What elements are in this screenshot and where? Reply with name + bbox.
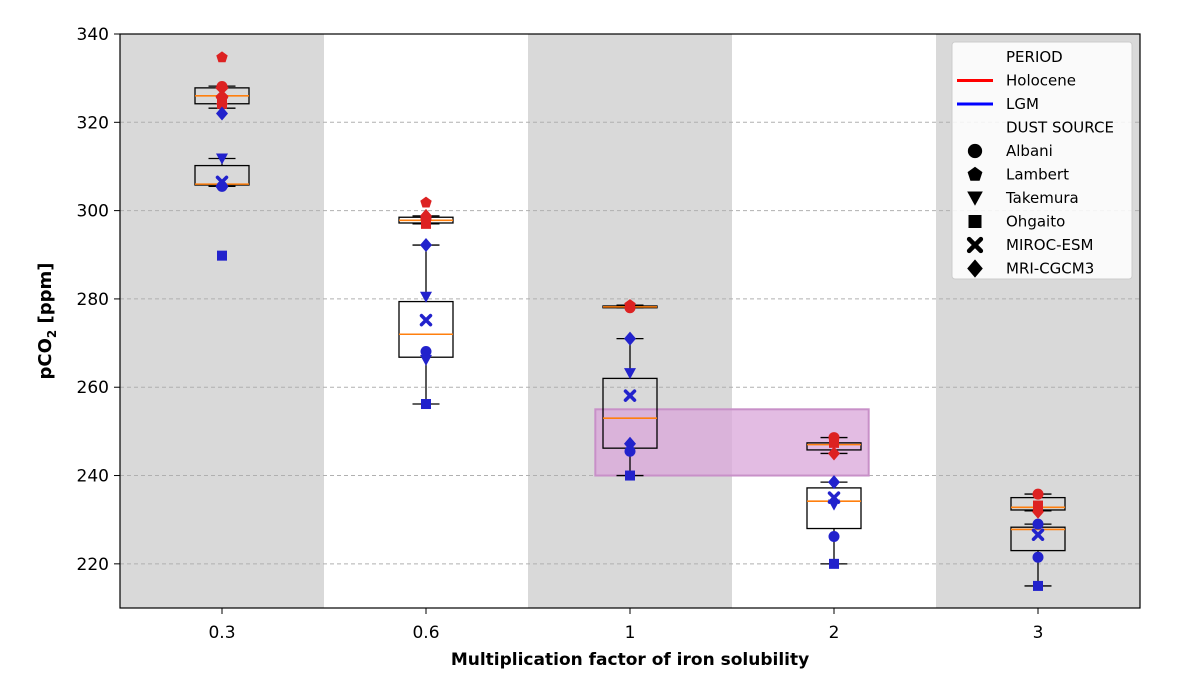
legend-label-lgm: LGM (1006, 95, 1039, 113)
point-lgm-miroc-esm (419, 313, 433, 327)
legend-marker-albani (967, 143, 983, 159)
point-lgm-albani (624, 445, 636, 457)
x-stroke (966, 236, 984, 254)
point-holocene-ohgaito (829, 437, 839, 448)
legend-label-albani: Albani (1006, 142, 1053, 160)
legend-label-holocene: Holocene (1006, 72, 1076, 90)
point-holocene-mri-cgcm3 (1032, 504, 1044, 519)
point-lgm-takemura (420, 291, 432, 303)
legend-box (951, 41, 1133, 280)
box-0.6-lgm (398, 244, 454, 405)
y-tick-label: 300 (77, 202, 109, 222)
point-lgm-ohgaito (421, 399, 431, 410)
y-tick-label: 240 (77, 467, 109, 487)
point-lgm-mri-cgcm3 (828, 475, 840, 490)
box-2-lgm (806, 481, 862, 565)
y-tick-label: 260 (77, 378, 109, 398)
legend-source-title: DUST SOURCE (1006, 119, 1114, 137)
y-tick-label: 280 (77, 290, 109, 310)
legend: PERIOD Holocene LGM DUST SOURCE Albani Lamber… (951, 41, 1133, 280)
point-holocene-ohgaito (421, 218, 431, 229)
point-lgm-takemura (216, 153, 228, 165)
point-lgm-ohgaito (625, 470, 635, 481)
x-tick-label: 3 (1033, 623, 1044, 643)
shaded-band-1 (528, 34, 732, 608)
y-tick-label: 220 (77, 555, 109, 575)
point-holocene-albani (624, 302, 636, 314)
point-lgm-mri-cgcm3 (216, 106, 228, 121)
point-lgm-takemura (624, 368, 636, 380)
point-lgm-takemura (420, 354, 432, 366)
point-lgm-mri-cgcm3 (624, 331, 636, 346)
point-lgm-miroc-esm (623, 389, 637, 402)
axes: 220 240 260 280 300 320 340 0.3 0.6 1 2 3 (77, 25, 1044, 643)
legend-label-takemura: Takemura (1005, 189, 1079, 207)
y-axis-label: pCO2 [ppm] (35, 262, 59, 379)
legend-marker-lambert (967, 166, 983, 181)
legend-label-miroc-esm: MIROC-ESM (1006, 236, 1093, 254)
point-lgm-mri-cgcm3 (420, 238, 432, 253)
point-holocene-albani (1032, 488, 1044, 500)
x-tick-label: 2 (829, 623, 840, 643)
x-stroke (419, 313, 433, 327)
legend-label-lambert: Lambert (1006, 166, 1069, 184)
point-lgm-miroc-esm (1031, 528, 1045, 541)
point-lgm-albani (1032, 518, 1044, 530)
y-tick-label: 320 (77, 113, 109, 133)
legend-marker-mri-cgcm3 (967, 259, 983, 278)
point-lgm-ohgaito (217, 250, 227, 261)
point-lgm-takemura (828, 499, 840, 511)
point-holocene-lambert (420, 196, 432, 208)
x-stroke (623, 389, 637, 402)
point-lgm-albani (828, 530, 840, 542)
point-lgm-albani (420, 345, 432, 357)
legend-marker-miroc-esm (966, 236, 984, 254)
shaded-band-0.3 (120, 34, 324, 608)
x-stroke (1031, 528, 1045, 541)
point-lgm-albani (216, 180, 228, 192)
point-holocene-lambert (216, 51, 228, 63)
point-lgm-ohgaito (1033, 580, 1043, 591)
x-tick-label: 0.6 (412, 623, 439, 643)
legend-label-ohgaito: Ohgaito (1006, 213, 1065, 231)
legend-period-title: PERIOD (1006, 48, 1063, 66)
legend-label-mri-cgcm3: MRI-CGCM3 (1006, 260, 1094, 278)
x-axis-label: Multiplication factor of iron solubility (451, 650, 809, 670)
x-tick-label: 1 (625, 623, 636, 643)
point-lgm-ohgaito (829, 558, 839, 569)
x-tick-label: 0.3 (208, 623, 235, 643)
legend-marker-takemura (967, 191, 983, 206)
point-holocene-mri-cgcm3 (828, 446, 840, 461)
point-lgm-albani (1032, 551, 1044, 563)
y-tick-label: 340 (77, 25, 109, 45)
legend-marker-ohgaito (968, 215, 982, 228)
data-points-layer (215, 51, 1045, 591)
